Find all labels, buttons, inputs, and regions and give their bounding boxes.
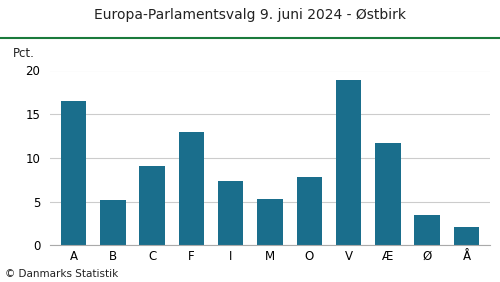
Text: Europa-Parlamentsvalg 9. juni 2024 - Østbirk: Europa-Parlamentsvalg 9. juni 2024 - Øst…: [94, 8, 406, 23]
Bar: [178, 132, 204, 245]
Bar: [375, 143, 400, 245]
Bar: [61, 101, 86, 245]
Bar: [218, 181, 244, 245]
Bar: [414, 215, 440, 245]
Bar: [296, 177, 322, 245]
Bar: [140, 166, 165, 245]
Text: Pct.: Pct.: [12, 47, 34, 60]
Bar: [454, 227, 479, 245]
Text: © Danmarks Statistik: © Danmarks Statistik: [5, 269, 118, 279]
Bar: [336, 80, 361, 245]
Bar: [100, 200, 126, 245]
Bar: [257, 199, 283, 245]
